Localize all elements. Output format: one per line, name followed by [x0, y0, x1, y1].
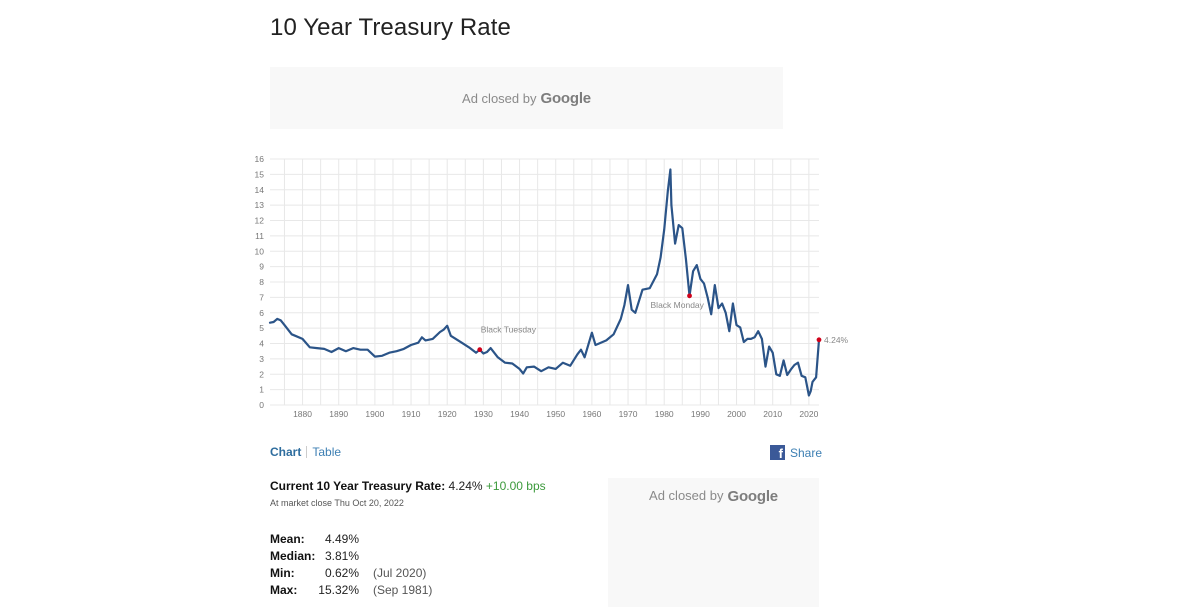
x-tick-label: 2000	[727, 409, 746, 419]
y-tick-label: 4	[259, 339, 264, 349]
y-tick-label: 12	[255, 216, 265, 226]
series-layer	[268, 168, 821, 397]
x-tick-label: 1960	[582, 409, 601, 419]
stat-date: (Jul 2020)	[373, 565, 427, 580]
y-tick-label: 13	[255, 200, 265, 210]
annotation-label: 4.24%	[824, 335, 849, 345]
x-tick-label: 1890	[329, 409, 348, 419]
annotation-label: Black Monday	[651, 300, 705, 310]
stat-label: Min:	[270, 565, 295, 580]
y-tick-label: 16	[255, 154, 265, 164]
stat-date	[359, 547, 432, 564]
y-tick-label: 11	[255, 231, 264, 241]
x-tick-label: 1970	[619, 409, 638, 419]
stat-value: 4.49%	[324, 531, 359, 546]
stat-label: Median:	[270, 548, 316, 563]
stat-value: 15.32%	[318, 582, 359, 597]
y-tick-label: 14	[255, 185, 265, 195]
y-tick-label: 1	[259, 385, 264, 395]
annotation-marker	[477, 347, 483, 353]
page-title: 10 Year Treasury Rate	[270, 14, 511, 41]
tab-chart[interactable]: Chart	[270, 445, 302, 459]
stat-row-median: Median: 3.81%	[270, 547, 432, 564]
y-tick-label: 9	[259, 262, 264, 272]
series-line	[268, 168, 821, 397]
ad-closed-text: Ad closed by	[462, 90, 537, 106]
x-tick-label: 1920	[438, 409, 457, 419]
stat-row-max: Max: 15.32% (Sep 1981)	[270, 581, 432, 598]
y-tick-label: 8	[259, 277, 264, 287]
stats-table: Mean: 4.49% Median: 3.81% Min: 0.62% (Ju…	[270, 530, 432, 598]
ad-closed-text: Ad closed by	[649, 488, 724, 503]
x-tick-label: 1900	[365, 409, 384, 419]
current-rate-change: +10.00 bps	[485, 479, 546, 493]
share-button[interactable]: f Share	[770, 445, 822, 460]
market-close-note: At market close Thu Oct 20, 2022	[270, 498, 404, 508]
current-rate-value: 4.24%	[448, 479, 483, 493]
x-tick-label: 1930	[474, 409, 493, 419]
annotation-marker	[816, 337, 822, 343]
share-label: Share	[790, 445, 823, 460]
x-tick-label: 2020	[799, 409, 818, 419]
annotation-layer: Black Tuesday Black Monday 4.24%	[477, 293, 849, 353]
stat-date: (Sep 1981)	[373, 582, 433, 597]
x-tick-label: 1990	[691, 409, 710, 419]
stat-row-mean: Mean: 4.49%	[270, 530, 432, 547]
x-tick-label: 1950	[546, 409, 565, 419]
current-rate-label: Current 10 Year Treasury Rate:	[270, 479, 446, 493]
x-tick-label: 1980	[655, 409, 674, 419]
stat-label: Mean:	[270, 531, 305, 546]
facebook-icon: f	[770, 445, 785, 460]
annotation-label: Black Tuesday	[481, 325, 537, 335]
ad-placeholder-side: Ad closed by Google	[608, 478, 819, 607]
stat-label: Max:	[270, 582, 298, 597]
y-tick-label: 2	[259, 369, 264, 379]
grid-layer	[270, 158, 819, 406]
current-rate: Current 10 Year Treasury Rate: 4.24% +10…	[270, 479, 546, 493]
ad-placeholder-top: Ad closed by Google	[270, 67, 783, 129]
tab-divider	[306, 446, 308, 458]
stat-value: 3.81%	[324, 548, 359, 563]
x-tick-label: 1940	[510, 409, 529, 419]
chart-table-tabs: Chart Table	[270, 445, 341, 459]
annotation-marker	[687, 293, 692, 299]
stat-date	[359, 530, 432, 547]
ad-brand-logo: Google	[540, 89, 591, 107]
y-tick-label: 5	[259, 323, 264, 333]
x-tick-label: 1880	[293, 409, 312, 419]
y-tick-label: 10	[255, 246, 265, 256]
y-tick-label: 3	[259, 354, 264, 364]
x-axis: 1880 1890 1900 1910 1920 1930 1940 1950 1960 1970…	[293, 409, 819, 419]
ad-brand-logo: Google	[727, 488, 778, 505]
tab-table[interactable]: Table	[312, 445, 342, 459]
y-tick-label: 15	[255, 169, 265, 179]
y-tick-label: 6	[259, 308, 264, 318]
x-tick-label: 2010	[763, 409, 782, 419]
y-tick-label: 7	[259, 292, 264, 302]
stat-value: 0.62%	[324, 565, 359, 580]
stat-row-min: Min: 0.62% (Jul 2020)	[270, 564, 432, 581]
y-tick-label: 0	[259, 400, 264, 410]
x-tick-label: 1910	[402, 409, 421, 419]
